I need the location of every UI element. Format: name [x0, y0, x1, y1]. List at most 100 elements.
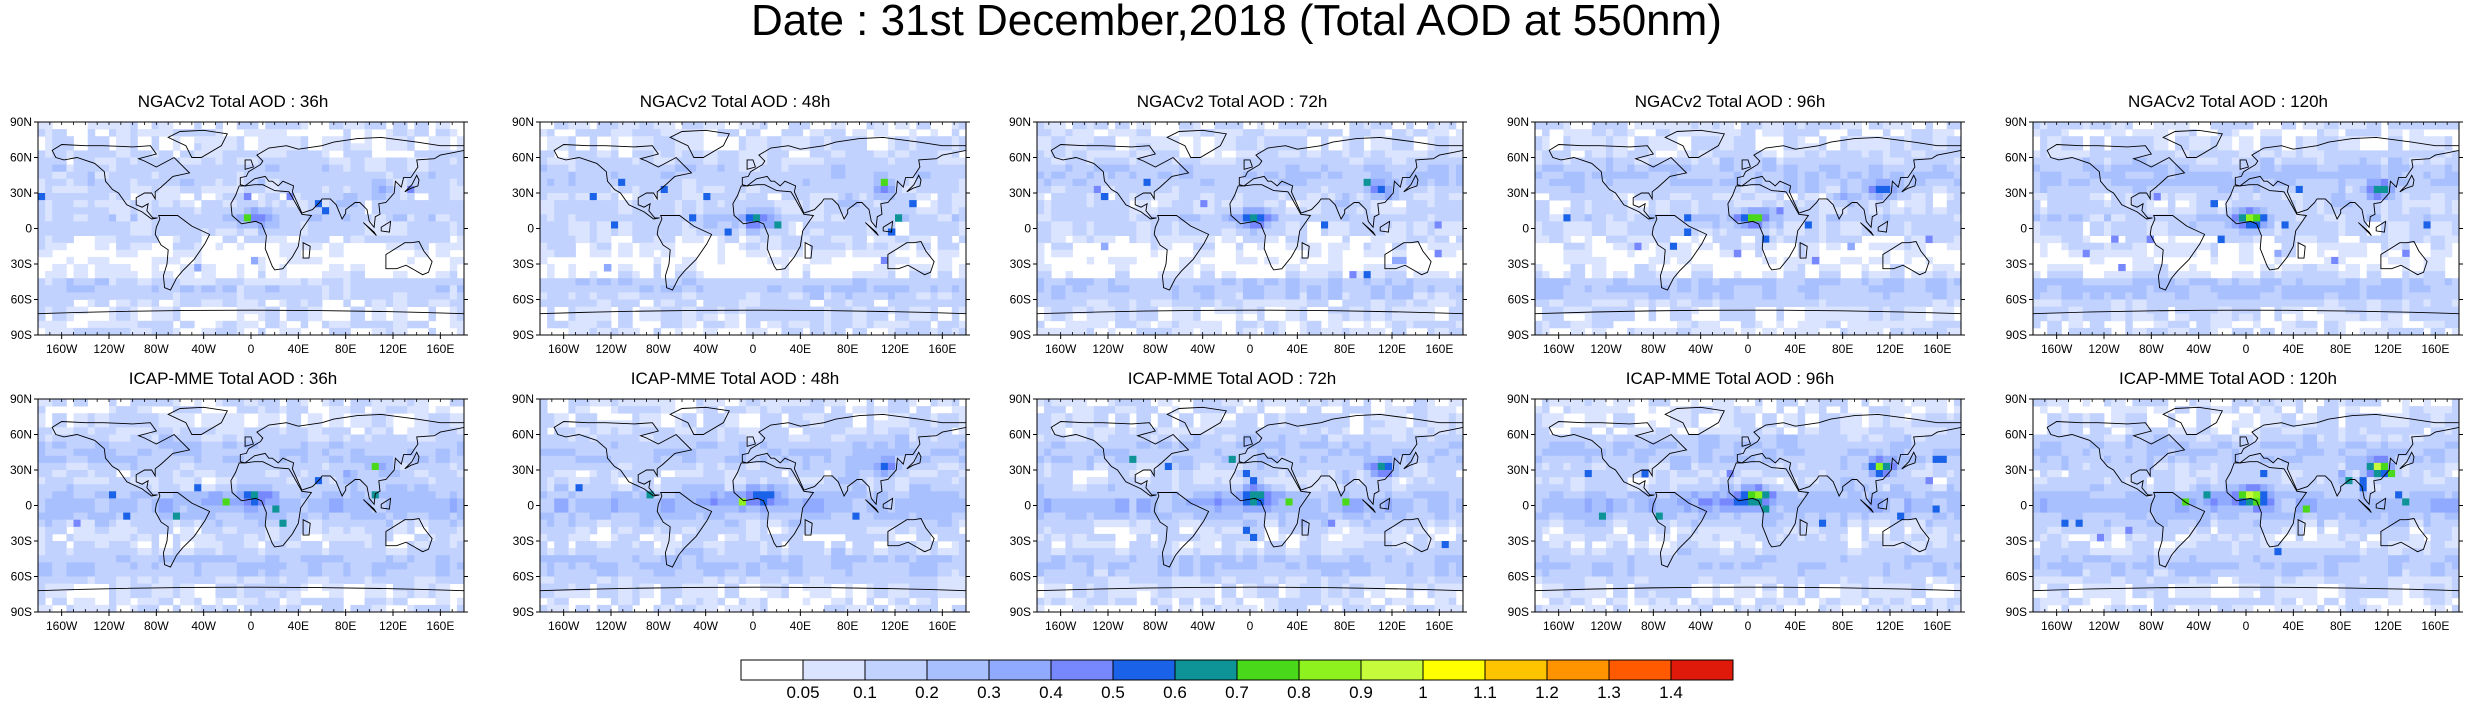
aod-cell	[1129, 179, 1137, 187]
aod-cell	[590, 314, 598, 322]
aod-cell	[102, 328, 110, 336]
aod-cell	[860, 321, 868, 329]
aod-cell	[1293, 158, 1301, 166]
aod-cell	[429, 236, 437, 244]
aod-cell	[95, 221, 103, 229]
aod-cell	[1087, 236, 1095, 244]
aod-cell	[223, 292, 231, 300]
aod-cell	[1876, 150, 1884, 158]
aod-cell	[1349, 143, 1357, 151]
aod-cell	[561, 214, 569, 222]
aod-cell	[1264, 200, 1272, 208]
aod-cell	[1215, 321, 1223, 329]
aod-cell	[1108, 214, 1116, 222]
aod-cell	[938, 207, 946, 215]
aod-cell	[1229, 179, 1237, 187]
aod-cell	[852, 158, 860, 166]
aod-cell	[568, 292, 576, 300]
aod-cell	[436, 300, 444, 308]
aod-cell	[66, 200, 74, 208]
aod-cell	[1250, 321, 1258, 329]
aod-cell	[938, 236, 946, 244]
aod-cell	[1307, 165, 1315, 173]
aod-cell	[1357, 158, 1365, 166]
aod-cell	[1399, 257, 1407, 265]
aod-cell	[1399, 207, 1407, 215]
aod-cell	[1357, 129, 1365, 137]
aod-cell	[386, 158, 394, 166]
aod-cell	[590, 321, 598, 329]
aod-cell	[421, 207, 429, 215]
aod-cell	[938, 271, 946, 279]
aod-cell	[400, 321, 408, 329]
aod-cell	[1420, 292, 1428, 300]
aod-cell	[1293, 285, 1301, 293]
aod-cell	[95, 300, 103, 308]
aod-cell	[888, 172, 896, 180]
aod-cell	[1392, 150, 1400, 158]
aod-cell	[1080, 122, 1088, 130]
aod-cell	[258, 285, 266, 293]
aod-cell	[647, 172, 655, 180]
aod-cell	[400, 300, 408, 308]
aod-cell	[1349, 314, 1357, 322]
aod-cell	[1151, 292, 1159, 300]
aod-cell	[1172, 179, 1180, 187]
aod-cell	[1158, 165, 1166, 173]
aod-cell	[45, 250, 53, 257]
aod-cell	[888, 292, 896, 300]
aod-cell	[732, 314, 740, 322]
aod-cell	[1364, 172, 1372, 180]
aod-cell	[130, 179, 138, 187]
aod-cell	[1144, 193, 1152, 201]
aod-cell	[1229, 207, 1237, 215]
aod-cell	[803, 314, 811, 322]
aod-cell	[852, 136, 860, 144]
aod-cell	[208, 264, 216, 272]
aod-cell	[682, 292, 690, 300]
aod-cell	[1207, 328, 1215, 336]
aod-cell	[1286, 129, 1294, 137]
aod-cell	[145, 236, 153, 244]
aod-cell	[597, 129, 605, 137]
aod-cell	[746, 129, 754, 137]
aod-cell	[230, 292, 238, 300]
aod-cell	[682, 300, 690, 308]
aod-cell	[1321, 328, 1329, 336]
aod-cell	[1542, 150, 1550, 158]
lon-label: 120E	[881, 342, 909, 356]
aod-cell	[1435, 250, 1443, 257]
aod-cell	[789, 172, 797, 180]
aod-cell	[1613, 150, 1621, 158]
aod-cell	[760, 136, 768, 144]
aod-cell	[881, 314, 889, 322]
aod-cell	[358, 158, 366, 166]
aod-cell	[66, 229, 74, 237]
aod-cell	[450, 292, 458, 300]
aod-cell	[1044, 207, 1052, 215]
aod-cell	[1144, 122, 1152, 130]
aod-cell	[1065, 207, 1073, 215]
aod-cell	[703, 300, 711, 308]
aod-cell	[789, 314, 797, 322]
aod-cell	[639, 307, 647, 315]
aod-cell	[1080, 207, 1088, 215]
aod-cell	[1044, 150, 1052, 158]
aod-cell	[1271, 136, 1279, 144]
aod-cell	[1399, 129, 1407, 137]
aod-cell	[1378, 186, 1386, 194]
aod-cell	[1428, 236, 1436, 244]
aod-cell	[173, 300, 181, 308]
aod-cell	[1108, 300, 1116, 308]
aod-cell	[1847, 122, 1855, 130]
aod-cell	[1037, 122, 1045, 130]
aod-cell	[1918, 150, 1926, 158]
aod-cell	[1200, 179, 1208, 187]
aod-cell	[350, 321, 358, 329]
aod-cell	[258, 257, 266, 265]
aod-cell	[718, 207, 726, 215]
aod-cell	[379, 229, 387, 237]
aod-cell	[597, 285, 605, 293]
aod-cell	[625, 292, 633, 300]
aod-field	[1535, 122, 1961, 335]
